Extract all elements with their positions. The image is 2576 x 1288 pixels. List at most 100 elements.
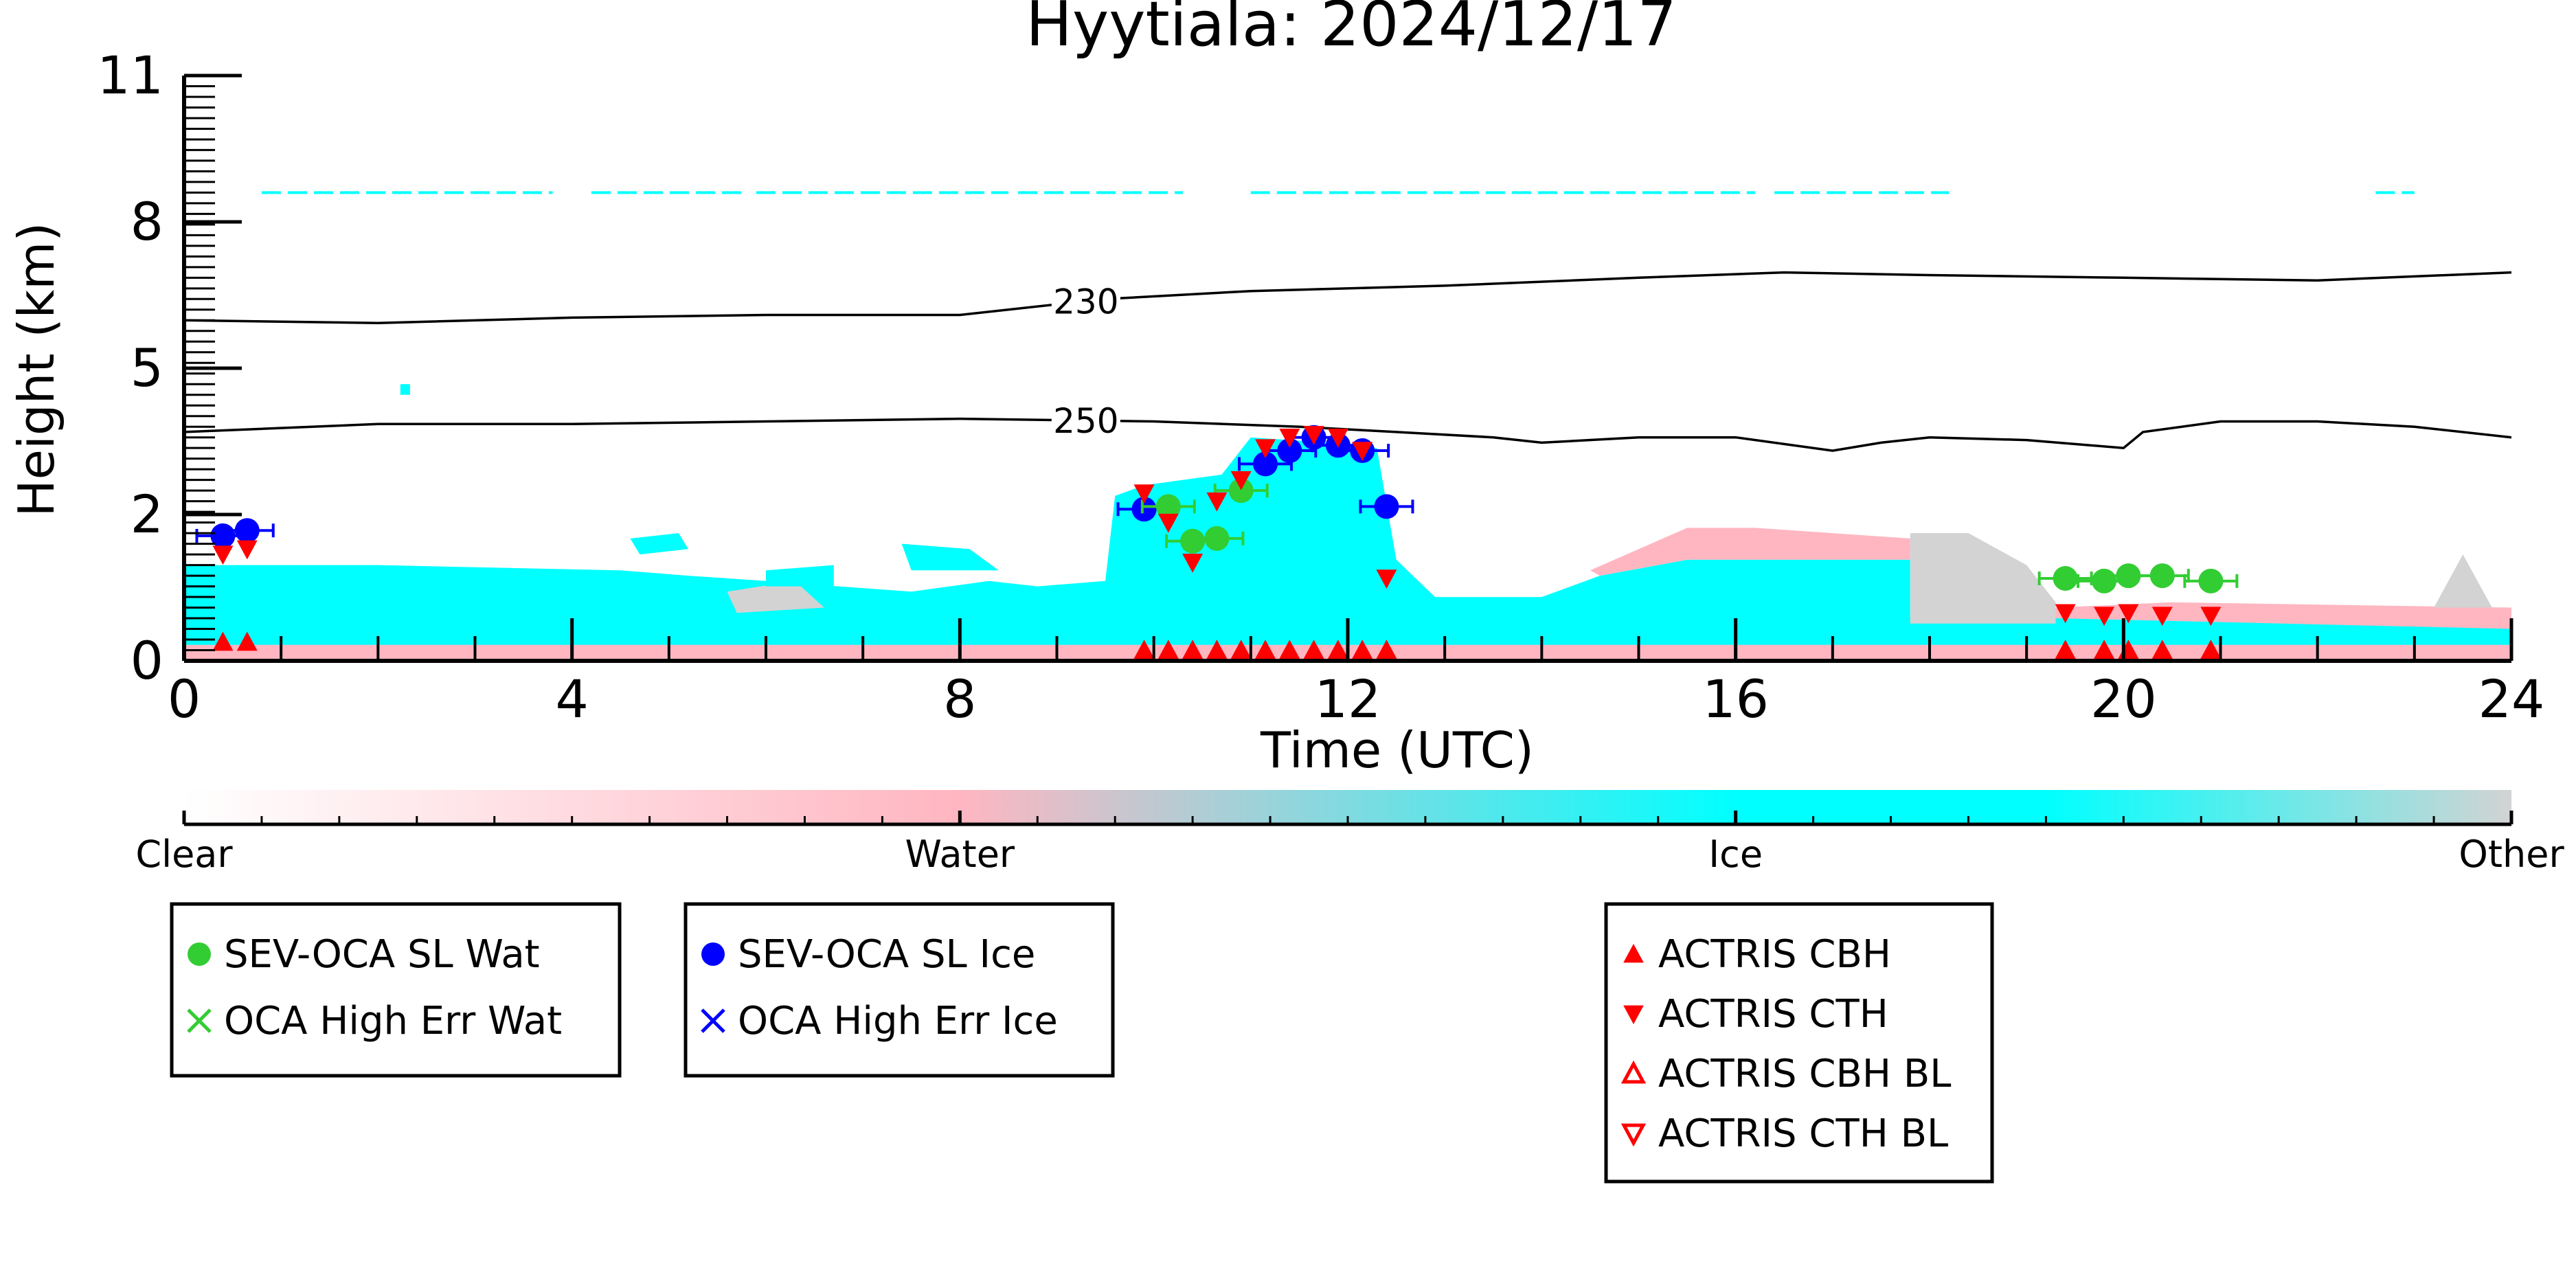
- y-tick-label: 2: [131, 484, 163, 545]
- actris-cbh-marker: [1327, 640, 1348, 659]
- actris-cth-marker: [2055, 604, 2076, 624]
- region-other: [727, 580, 824, 613]
- sev-oca-ice-marker: [234, 518, 260, 543]
- actris-cbh-marker: [2094, 640, 2115, 659]
- actris-cth-marker: [1230, 471, 1252, 490]
- actris-cth-marker: [1327, 428, 1348, 448]
- axes: 0 2 5 8 11 0 4 8 12 16 20 24: [97, 45, 2544, 730]
- legend-label: ACTRIS CTH BL: [1658, 1111, 1948, 1156]
- actris-cbh-marker: [1376, 640, 1397, 659]
- region-ice: [630, 533, 689, 555]
- actris-cbh-marker: [1182, 640, 1204, 659]
- legend-label: ACTRIS CBH: [1658, 932, 1891, 977]
- plot-inner: 230 250: [184, 191, 2511, 661]
- region-ice: [400, 384, 410, 395]
- region-other: [2434, 554, 2492, 608]
- x-tick-label: 8: [943, 668, 976, 730]
- sev-oca-wat-marker: [1155, 494, 1181, 519]
- sev-oca-ice-marker: [1374, 494, 1399, 519]
- actris-cth-marker: [1206, 492, 1228, 512]
- legend-box: [170, 902, 622, 1078]
- sev-oca-wat-marker: [1180, 528, 1206, 554]
- plot-area: 230 250: [184, 191, 2511, 661]
- actris-cth-marker: [1352, 442, 1373, 462]
- actris-cbh-marker: [2200, 640, 2222, 659]
- colorbar-label: Other: [2459, 833, 2564, 876]
- region-ice: [766, 565, 834, 587]
- y-axis-label: Height (km): [8, 223, 65, 517]
- region-water: [1590, 528, 1910, 576]
- legend-triangle-up-icon: [1620, 1060, 1647, 1084]
- legend-label: SEV-OCA SL Ice: [738, 932, 1035, 977]
- colorbar-label: Ice: [1708, 833, 1763, 876]
- actris-cth-marker: [1182, 553, 1204, 573]
- x-tick-label: 0: [168, 668, 201, 730]
- y-tick-label: 0: [131, 630, 163, 691]
- contour-label-bg: [1051, 282, 1120, 321]
- actris-cbh-marker: [212, 631, 234, 651]
- legend-triangle-down-icon: [1623, 1005, 1644, 1025]
- sev-oca-wat-marker: [2116, 563, 2141, 589]
- actris-cbh-marker: [2151, 640, 2173, 659]
- legend-triangle-down-icon: [1620, 1123, 1647, 1147]
- contour-label: 250: [1053, 401, 1118, 441]
- sev-oca-wat-marker: [2149, 563, 2175, 589]
- legend-box: [1604, 902, 1994, 1184]
- x-axis-label: Time (UTC): [1260, 721, 1534, 779]
- legend-circle-icon: [188, 942, 211, 966]
- actris-cth-marker: [1303, 426, 1324, 445]
- legend-x-icon: [701, 1008, 725, 1033]
- colorbar: Clear Water Ice Other: [135, 790, 2564, 876]
- legend-label: OCA High Err Ice: [738, 999, 1058, 1043]
- actris-cth-marker: [2200, 607, 2222, 626]
- actris-cth-marker: [236, 540, 258, 560]
- x-tick-label: 16: [1702, 668, 1769, 730]
- x-tick-label: 24: [2478, 668, 2545, 730]
- actris-cth-marker: [1133, 484, 1155, 504]
- contour-label-bg: [1051, 401, 1120, 440]
- actris-cth-marker: [212, 545, 234, 565]
- actris-cbh-marker: [1133, 640, 1155, 659]
- actris-cth-marker: [1376, 569, 1397, 589]
- colorbar-label: Water: [905, 833, 1015, 876]
- contour-230: [184, 271, 2511, 324]
- actris-cbh-marker: [1279, 640, 1300, 659]
- legend-label: SEV-OCA SL Wat: [224, 932, 540, 977]
- actris-cbh-marker: [1303, 640, 1324, 659]
- y-tick-label: 11: [97, 45, 163, 106]
- actris-cbh-marker: [1157, 640, 1179, 659]
- colorbar-label: Clear: [135, 833, 233, 876]
- sev-oca-wat-marker: [1228, 478, 1254, 504]
- legend-label: ACTRIS CTH: [1658, 992, 1888, 1037]
- x-tick-label: 12: [1315, 668, 1381, 730]
- legend-x-icon: [187, 1008, 212, 1033]
- sev-oca-wat-marker: [2092, 568, 2117, 594]
- region-ice: [901, 543, 999, 571]
- contour-label: 230: [1053, 282, 1118, 321]
- sev-oca-ice-marker: [1277, 438, 1302, 464]
- actris-cth-marker: [2118, 604, 2139, 624]
- legends: SEV-OCA SL Wat OCA High Err Wat SEV-OCA SL…: [170, 902, 1994, 1184]
- actris-cth-marker: [2094, 607, 2115, 626]
- legend-label: OCA High Err Wat: [224, 999, 562, 1043]
- actris-cbh-marker: [1206, 640, 1228, 659]
- legend-circle-icon: [701, 942, 725, 966]
- legend-label: ACTRIS CBH BL: [1658, 1052, 1951, 1096]
- contour-250: [184, 417, 2511, 452]
- x-tick-label: 4: [555, 668, 588, 730]
- x-tick-label: 20: [2090, 668, 2157, 730]
- actris-cth-marker: [2151, 607, 2173, 626]
- actris-cth-marker: [1255, 439, 1276, 459]
- actris-cth-marker: [1157, 513, 1179, 533]
- y-tick-label: 5: [131, 337, 163, 398]
- sev-oca-ice-marker: [1131, 497, 1157, 522]
- y-tick-label: 8: [131, 191, 163, 252]
- sev-oca-wat-marker: [1204, 526, 1230, 551]
- actris-cth-marker: [1279, 428, 1300, 448]
- sev-oca-ice-marker: [1253, 451, 1278, 477]
- region-other: [1910, 533, 2056, 624]
- actris-cbh-marker: [1230, 640, 1252, 659]
- sev-oca-wat-marker: [2198, 568, 2224, 594]
- legend-box: [683, 902, 1115, 1078]
